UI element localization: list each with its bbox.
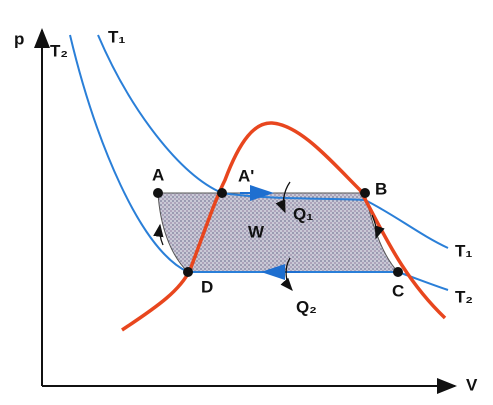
point <box>360 188 370 198</box>
point <box>153 188 163 198</box>
point-label: D <box>201 277 213 296</box>
region-label: W <box>248 222 265 241</box>
isotherm-label: T₁ <box>455 241 472 260</box>
y-label: p <box>14 29 24 48</box>
point-label: A' <box>238 166 254 185</box>
arrow <box>153 223 164 246</box>
point-label: B <box>375 179 387 198</box>
point-label: C <box>392 281 404 300</box>
isotherm-label: T₁ <box>108 27 125 46</box>
heat-arrow <box>275 181 291 214</box>
point-label: A <box>152 165 164 184</box>
heat-arrow <box>280 257 293 291</box>
heat-label: Q₂ <box>296 297 317 316</box>
heat-label: Q₁ <box>293 204 313 223</box>
isotherm-label: T₂ <box>50 41 68 60</box>
x-label: V <box>466 375 478 394</box>
point <box>217 188 227 198</box>
point <box>393 267 403 277</box>
arrow <box>371 214 385 240</box>
point <box>183 267 193 277</box>
isotherm-t2 <box>69 34 449 291</box>
isotherm-label: T₂ <box>455 287 473 306</box>
